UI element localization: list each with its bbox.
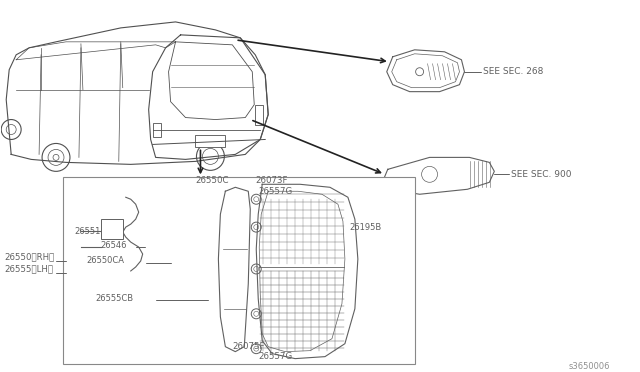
Text: 26557G: 26557G [258,352,292,361]
Bar [255,105,263,125]
Text: 26555CB: 26555CB [96,294,134,303]
Text: 26550CA: 26550CA [86,257,124,266]
Text: SEE SEC. 268: SEE SEC. 268 [483,67,544,76]
Bar [63,177,415,363]
Bar [153,122,161,138]
Text: s3650006: s3650006 [569,362,611,371]
Text: 26550C: 26550C [195,176,229,185]
Text: 26550〈RH〉: 26550〈RH〉 [4,253,54,262]
Text: 26557G: 26557G [258,187,292,196]
Text: 26075F: 26075F [232,342,265,351]
Text: 26546: 26546 [101,241,127,250]
Bar [101,219,123,239]
Text: 26195B: 26195B [350,222,382,232]
Text: 26555〈LH〉: 26555〈LH〉 [4,264,53,273]
Text: 26551: 26551 [74,227,100,235]
Text: 26073F: 26073F [255,176,288,185]
Text: SEE SEC. 900: SEE SEC. 900 [511,170,572,179]
Bar [195,135,225,147]
